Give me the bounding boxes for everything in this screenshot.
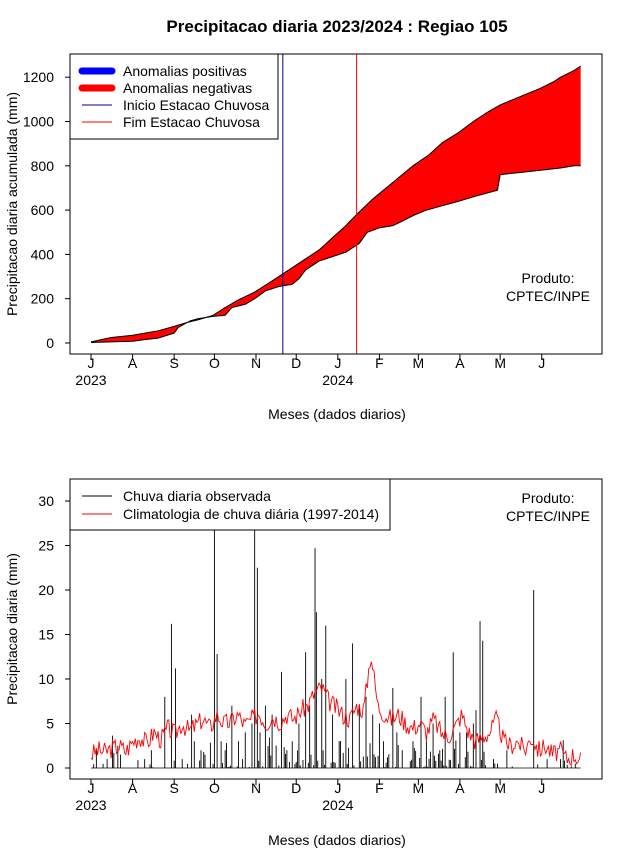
x-tick-label: J	[88, 355, 95, 371]
x-tick-label: O	[209, 355, 220, 371]
y-tick-label: 25	[38, 538, 54, 554]
climatology-line-layer	[90, 661, 582, 767]
accumulated-legend: Anomalias positivas Anomalias negativas …	[69, 53, 279, 140]
x-tick-label: N	[251, 355, 261, 371]
year-label: 2023	[75, 372, 106, 388]
x-tick-label: O	[209, 780, 220, 796]
x-axis-title-top: Meses (dados diarios)	[268, 406, 406, 422]
x-tick-label: F	[375, 780, 384, 796]
x-tick-label: J	[538, 355, 545, 371]
x-tick-label: S	[170, 355, 179, 371]
y-tick-label: 1000	[23, 114, 54, 130]
x-tick-label: J	[334, 355, 341, 371]
x-tick-label: J	[538, 780, 545, 796]
x-tick-label: A	[128, 355, 138, 371]
y-axis-title-top: Precipitacao diaria acumulada (mm)	[4, 92, 20, 316]
product-label-line2: CPTEC/INPE	[506, 288, 590, 304]
y-axis-title-bottom: Precipitacao diaria (mm)	[4, 553, 20, 705]
daily-legend: Chuva diaria observada Climatologia de c…	[69, 478, 391, 531]
y-tick-label: 15	[38, 627, 54, 643]
year-label: 2024	[322, 797, 353, 813]
year-label: 2024	[322, 372, 353, 388]
y-tick-label: 1200	[23, 69, 54, 85]
x-tick-label: D	[291, 780, 301, 796]
legend-label-climatology: Climatologia de chuva diária (1997-2014)	[123, 506, 379, 522]
x-tick-label: J	[88, 780, 95, 796]
y-tick-label: 0	[46, 335, 54, 351]
y-tick-label: 0	[46, 760, 54, 776]
x-tick-label: M	[494, 355, 506, 371]
x-tick-label: S	[170, 780, 179, 796]
legend-box-bottom	[69, 478, 391, 531]
x-tick-label: D	[291, 355, 301, 371]
x-tick-label: F	[375, 355, 384, 371]
legend-label-season-start: Inicio Estacao Chuvosa	[123, 97, 270, 113]
y-tick-label: 5	[46, 716, 54, 732]
season-lines-layer	[282, 54, 358, 354]
x-tick-label: N	[251, 780, 261, 796]
y-tick-label: 400	[31, 246, 55, 262]
x-tick-label: A	[455, 355, 465, 371]
product-label-bottom-line1: Produto:	[522, 490, 575, 506]
y-tick-label: 800	[31, 158, 55, 174]
y-tick-label: 30	[38, 493, 54, 509]
y-tick-label: 200	[31, 291, 55, 307]
x-tick-label: M	[494, 780, 506, 796]
x-tick-label: A	[128, 780, 138, 796]
legend-label-positive: Anomalias positivas	[123, 63, 247, 79]
observed-cumulative-line	[90, 165, 581, 344]
legend-label-negative: Anomalias negativas	[123, 80, 252, 96]
year-label: 2023	[75, 797, 106, 813]
negative-anomaly-area	[91, 66, 581, 343]
y-tick-label: 10	[38, 671, 54, 687]
y-tick-label: 600	[31, 202, 55, 218]
plot-frame-top	[69, 53, 603, 355]
chart-title: Precipitacao diaria 2023/2024 : Regiao 1…	[166, 17, 507, 36]
x-axis-title-bottom: Meses (dados diarios)	[268, 832, 406, 848]
x-tick-label: M	[412, 355, 424, 371]
y-tick-label: 20	[38, 582, 54, 598]
x-tick-label: A	[455, 780, 465, 796]
product-label-bottom-line2: CPTEC/INPE	[506, 508, 590, 524]
observed-rain-bars-layer	[91, 509, 581, 769]
x-tick-label: J	[334, 780, 341, 796]
product-label-line1: Produto:	[522, 270, 575, 286]
legend-label-observed: Chuva diaria observada	[123, 488, 271, 504]
legend-label-season-end: Fim Estacao Chuvosa	[123, 114, 260, 130]
climatology-daily-line	[90, 661, 582, 767]
x-tick-label: M	[412, 780, 424, 796]
